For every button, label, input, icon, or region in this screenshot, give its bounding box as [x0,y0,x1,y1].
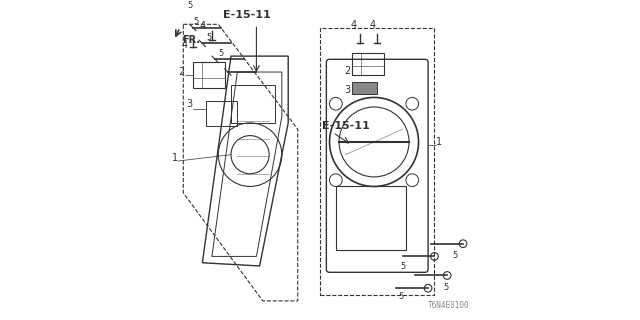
Text: 2: 2 [344,66,350,76]
Text: 4: 4 [199,21,205,31]
Text: 5: 5 [193,17,198,26]
Bar [231,85,275,123]
Text: 1: 1 [436,137,442,147]
Text: 5: 5 [206,33,211,42]
Bar [352,53,383,75]
Text: 4: 4 [369,20,376,29]
Bar [320,28,435,295]
Text: 5: 5 [400,262,405,271]
Bar [352,82,377,94]
Text: 5: 5 [399,292,404,301]
Text: 5: 5 [452,251,458,260]
Text: 5: 5 [219,49,224,58]
Text: 5: 5 [187,1,192,11]
Text: E-15-11: E-15-11 [223,10,271,20]
Text: 3: 3 [344,85,350,95]
Bar [336,187,406,250]
Text: 2: 2 [179,67,184,77]
Text: 4: 4 [182,40,188,50]
Text: E-15-11: E-15-11 [321,121,369,131]
Text: FR.: FR. [182,36,200,45]
Text: 4: 4 [350,20,356,29]
Bar [193,62,225,88]
Text: 5: 5 [443,283,448,292]
Text: 3: 3 [187,99,193,109]
Text: 1: 1 [172,153,178,163]
Text: T6N4E0100: T6N4E0100 [428,301,469,310]
Bar [205,100,237,126]
